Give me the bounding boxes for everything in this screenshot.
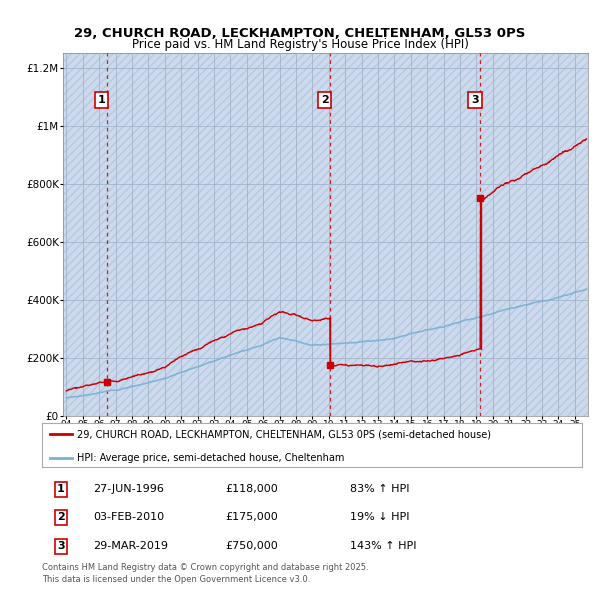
Text: 27-JUN-1996: 27-JUN-1996 <box>94 484 164 494</box>
Text: 3: 3 <box>57 542 65 552</box>
Text: 1: 1 <box>98 95 106 105</box>
Text: 2: 2 <box>321 95 329 105</box>
Text: £750,000: £750,000 <box>226 542 278 552</box>
Text: 3: 3 <box>471 95 479 105</box>
Text: £118,000: £118,000 <box>226 484 278 494</box>
Text: 1: 1 <box>57 484 65 494</box>
Text: 03-FEB-2010: 03-FEB-2010 <box>94 512 164 522</box>
Text: Contains HM Land Registry data © Crown copyright and database right 2025.: Contains HM Land Registry data © Crown c… <box>42 563 368 572</box>
Text: 2: 2 <box>57 512 65 522</box>
Text: Price paid vs. HM Land Registry's House Price Index (HPI): Price paid vs. HM Land Registry's House … <box>131 38 469 51</box>
Text: HPI: Average price, semi-detached house, Cheltenham: HPI: Average price, semi-detached house,… <box>77 453 344 463</box>
Text: This data is licensed under the Open Government Licence v3.0.: This data is licensed under the Open Gov… <box>42 575 310 584</box>
Text: 19% ↓ HPI: 19% ↓ HPI <box>350 512 409 522</box>
Text: 29-MAR-2019: 29-MAR-2019 <box>94 542 168 552</box>
Text: 143% ↑ HPI: 143% ↑ HPI <box>350 542 416 552</box>
Text: £175,000: £175,000 <box>226 512 278 522</box>
Text: 29, CHURCH ROAD, LECKHAMPTON, CHELTENHAM, GL53 0PS: 29, CHURCH ROAD, LECKHAMPTON, CHELTENHAM… <box>74 27 526 40</box>
Text: 83% ↑ HPI: 83% ↑ HPI <box>350 484 409 494</box>
Text: 29, CHURCH ROAD, LECKHAMPTON, CHELTENHAM, GL53 0PS (semi-detached house): 29, CHURCH ROAD, LECKHAMPTON, CHELTENHAM… <box>77 429 491 439</box>
